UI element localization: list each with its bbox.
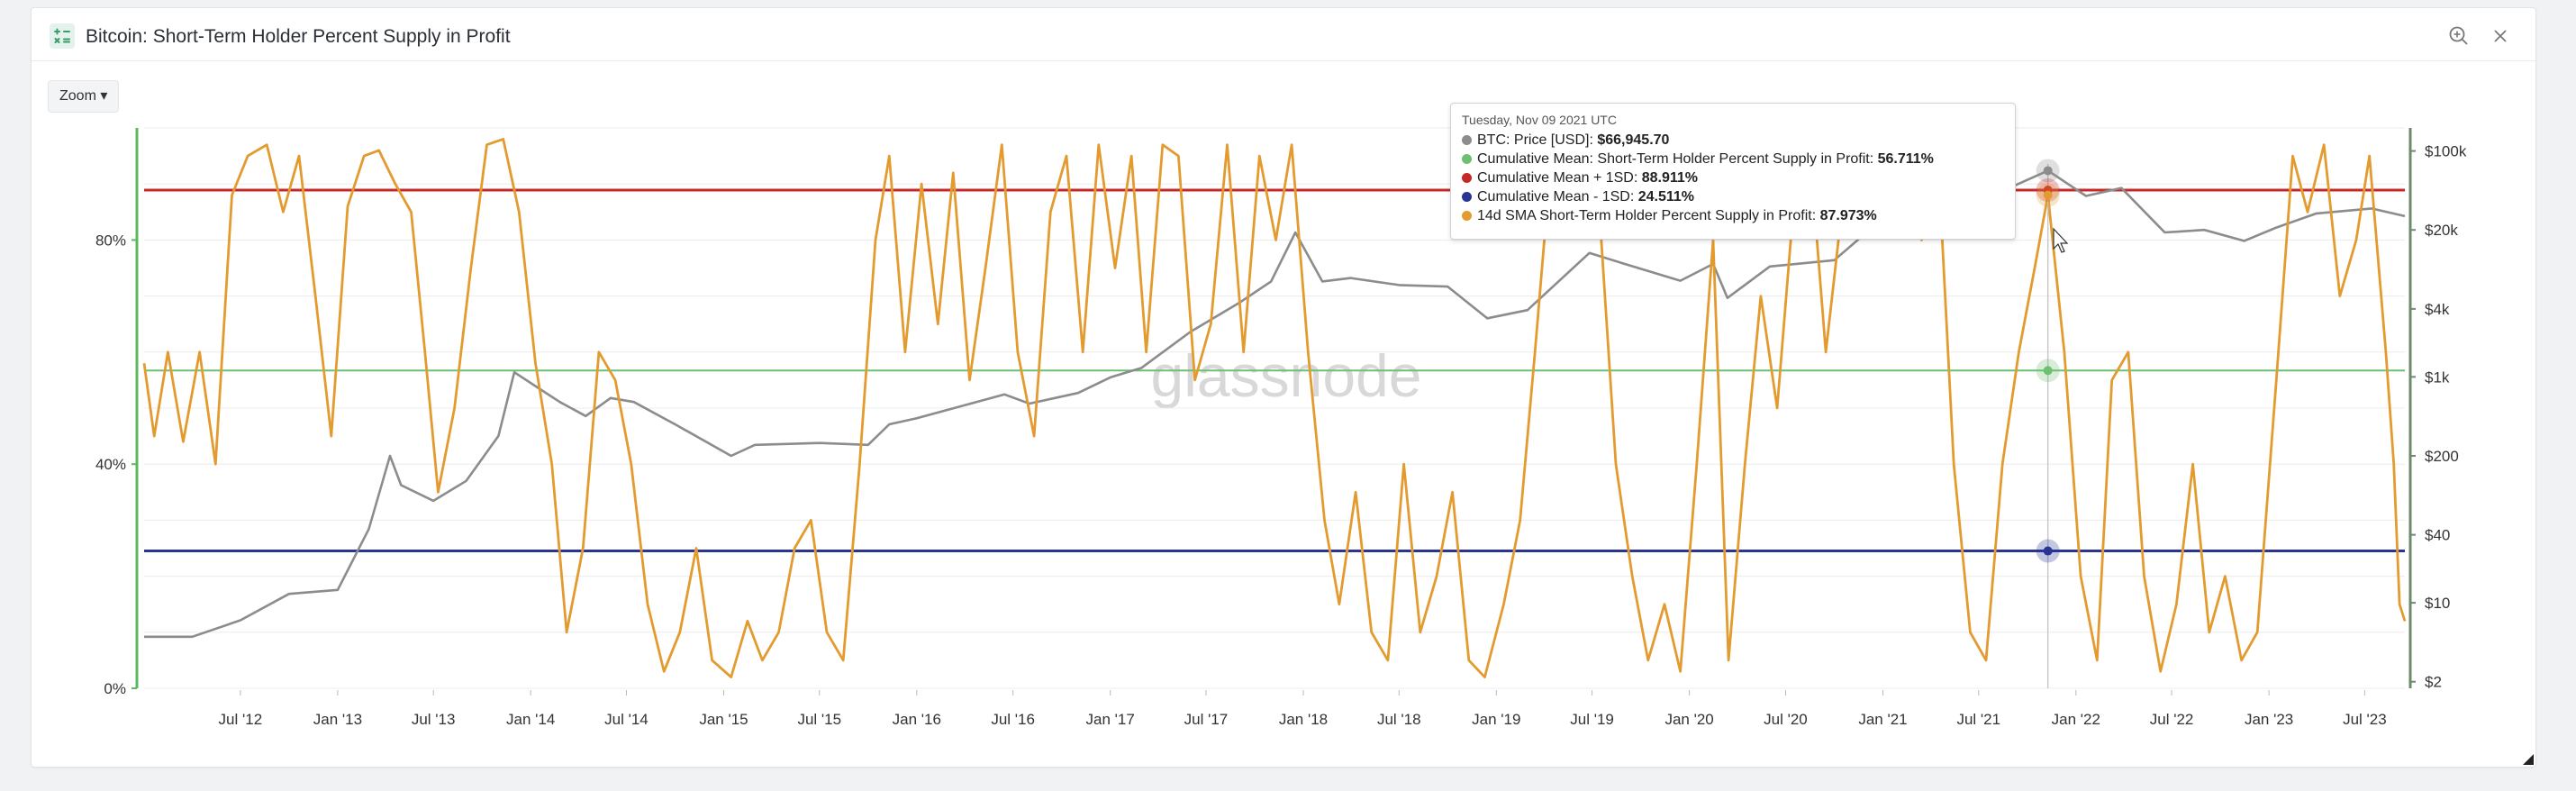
x-axis-tick-label: Jan '14 — [506, 711, 555, 728]
left-axis-tick-label: 40% — [95, 456, 126, 473]
x-axis-tick-label: Jan '16 — [893, 711, 941, 728]
x-axis-tick-label: Jul '13 — [412, 711, 456, 728]
x-axis-tick-label: Jul '18 — [1377, 711, 1421, 728]
tooltip-value: 88.911% — [1641, 170, 1699, 186]
right-axis-tick-label: $2 — [2425, 674, 2442, 691]
x-axis-tick-label: Jan '21 — [1858, 711, 1907, 728]
hover-markers — [2036, 159, 2060, 688]
panel-header: Bitcoin: Short-Term Holder Percent Suppl… — [32, 8, 2535, 61]
left-axis-tick-label: 0% — [104, 680, 126, 697]
right-axis-tick-label: $40 — [2425, 527, 2450, 544]
tooltip-row-mean: Cumulative Mean: Short-Term Holder Perce… — [1462, 150, 2004, 168]
right-axis-tick-label: $200 — [2425, 448, 2459, 465]
tooltip-label: Cumulative Mean - 1SD: — [1477, 189, 1638, 205]
sth-series — [142, 137, 2407, 678]
tooltip-value: $66,945.70 — [1597, 132, 1670, 148]
right-axis-tick-label: $20k — [2425, 222, 2458, 239]
close-icon[interactable] — [2487, 23, 2514, 50]
resize-handle[interactable] — [2523, 754, 2534, 765]
mouse-cursor-icon — [2053, 227, 2069, 253]
tooltip-row-price: BTC: Price [USD]: $66,945.70 — [1462, 131, 2004, 150]
left-axis-tick-label: 80% — [95, 232, 126, 249]
x-axis-tick-label: Jul '19 — [1570, 711, 1614, 728]
x-axis-tick-label: Jan '19 — [1472, 711, 1520, 728]
tooltip-value: 56.711% — [1877, 151, 1934, 167]
tooltip-label: 14d SMA Short-Term Holder Percent Supply… — [1477, 208, 1820, 223]
x-axis-tick-label: Jan '20 — [1664, 711, 1713, 728]
x-axis-tick-label: Jul '20 — [1764, 711, 1808, 728]
x-axis-tick-label: Jul '12 — [219, 711, 263, 728]
tooltip-row-sth: 14d SMA Short-Term Holder Percent Supply… — [1462, 206, 2004, 225]
tooltip-row-plus1sd: Cumulative Mean + 1SD: 88.911% — [1462, 168, 2004, 187]
tooltip-label: BTC: Price [USD]: — [1477, 132, 1598, 148]
x-axis-tick-label: Jul '15 — [797, 711, 841, 728]
chart-panel: Bitcoin: Short-Term Holder Percent Suppl… — [31, 7, 2536, 768]
hover-marker-price — [2043, 166, 2053, 176]
x-axis-tick-label: Jan '17 — [1086, 711, 1135, 728]
x-axis-tick-label: Jul '17 — [1184, 711, 1229, 728]
reference-lines — [144, 188, 2405, 553]
x-axis-tick-label: Jan '13 — [313, 711, 362, 728]
tooltip-row-minus1sd: Cumulative Mean - 1SD: 24.511% — [1462, 187, 2004, 206]
hover-tooltip: Tuesday, Nov 09 2021 UTC BTC: Price [USD… — [1450, 103, 2016, 240]
legend-dot — [1462, 154, 1472, 164]
legend-dot — [1462, 211, 1472, 221]
x-axis-tick-label: Jul '16 — [991, 711, 1035, 728]
x-axis-tick-label: Jul '14 — [604, 711, 649, 728]
chart-title: Bitcoin: Short-Term Holder Percent Suppl… — [86, 26, 511, 47]
legend-dot — [1462, 135, 1472, 145]
x-axis-tick-label: Jan '23 — [2245, 711, 2293, 728]
axes: 0% 40% 80% $2 $10 $40 $200 $1k $4k $20k $100k Jul '… — [95, 128, 2467, 728]
zoom-in-icon[interactable] — [2445, 23, 2472, 50]
hover-marker-sth — [2043, 190, 2053, 200]
tooltip-label: Cumulative Mean + 1SD: — [1477, 170, 1642, 186]
grid — [144, 127, 2405, 689]
x-axis-tick-label: Jul '22 — [2150, 711, 2194, 728]
right-axis-tick-label: $10 — [2425, 595, 2450, 612]
x-axis-tick-label: Jan '22 — [2052, 711, 2100, 728]
x-axis-tick-label: Jan '18 — [1279, 711, 1328, 728]
x-axis-tick-label: Jul '23 — [2343, 711, 2387, 728]
sth-percent-supply-in-profit-line — [142, 137, 2407, 678]
hover-marker-minus1sd — [2043, 546, 2053, 556]
legend-dot — [1462, 192, 1472, 202]
right-axis-tick-label: $4k — [2425, 301, 2450, 318]
right-axis-tick-label: $100k — [2425, 143, 2467, 160]
chart-app-icon — [50, 23, 75, 49]
zoom-dropdown-button[interactable]: Zoom ▾ — [48, 80, 120, 113]
right-axis-tick-label: $1k — [2425, 368, 2450, 386]
legend-dot — [1462, 173, 1472, 183]
x-axis-tick-label: Jul '21 — [1956, 711, 2000, 728]
tooltip-date: Tuesday, Nov 09 2021 UTC — [1462, 113, 1617, 127]
tooltip-label: Cumulative Mean: Short-Term Holder Perce… — [1477, 151, 1878, 167]
x-axis-tick-label: Jan '15 — [699, 711, 748, 728]
tooltip-value: 87.973% — [1819, 208, 1877, 223]
tooltip-value: 24.511% — [1637, 189, 1695, 205]
hover-marker-mean — [2043, 366, 2053, 376]
